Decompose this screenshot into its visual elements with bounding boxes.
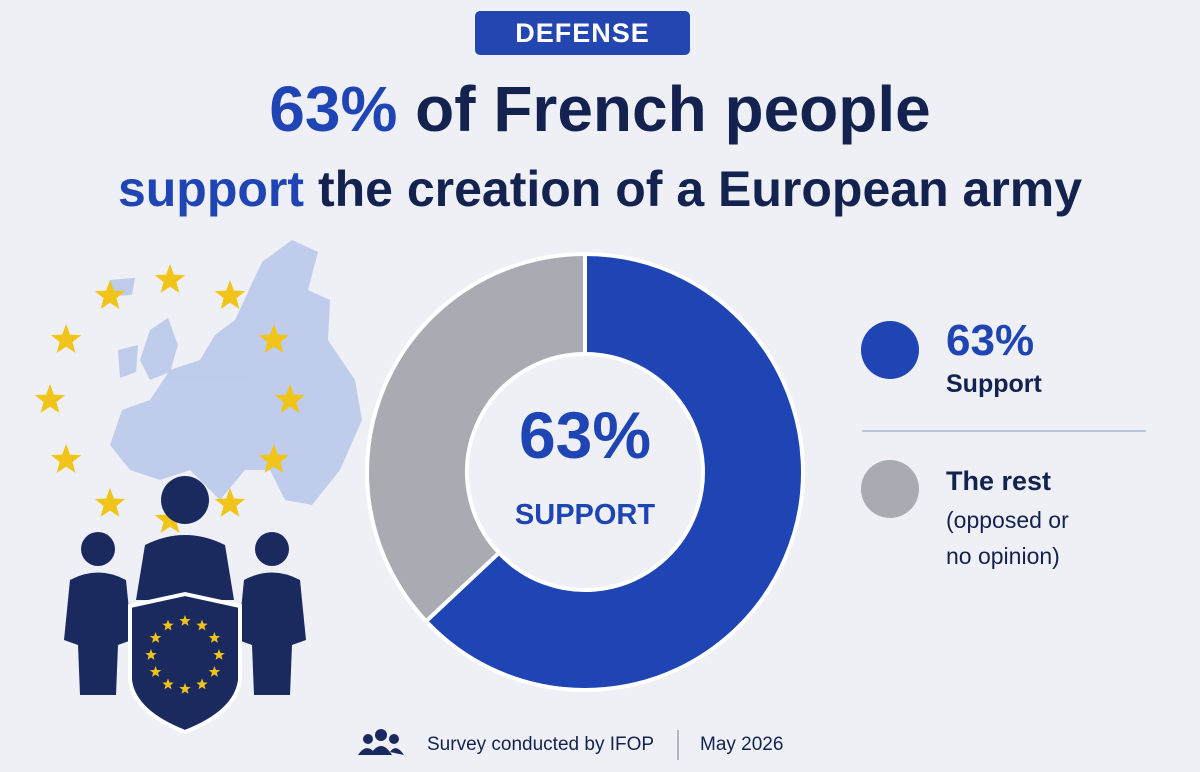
map-shape bbox=[118, 345, 138, 378]
star bbox=[34, 384, 66, 413]
star bbox=[162, 619, 174, 631]
donut-chart bbox=[365, 251, 805, 692]
star bbox=[50, 324, 82, 353]
star bbox=[154, 264, 186, 293]
star bbox=[196, 678, 208, 690]
legend-swatch bbox=[861, 321, 919, 379]
center-value: 63% bbox=[519, 398, 651, 472]
title-text: the creation of a European army bbox=[317, 161, 1083, 217]
soldier-helmet bbox=[161, 476, 209, 524]
icon-part bbox=[358, 746, 404, 755]
star bbox=[214, 487, 246, 517]
star bbox=[179, 615, 191, 626]
star bbox=[179, 683, 191, 694]
soldier-helmet bbox=[255, 532, 289, 566]
soldiers bbox=[64, 476, 306, 735]
map-shape bbox=[110, 240, 362, 505]
star bbox=[208, 666, 221, 677]
star bbox=[196, 619, 208, 631]
donut-slice bbox=[423, 251, 805, 692]
star bbox=[94, 280, 126, 309]
legend-swatch bbox=[861, 460, 919, 518]
star bbox=[94, 487, 126, 517]
soldier-body bbox=[238, 572, 306, 695]
icon-part bbox=[375, 729, 387, 741]
title-highlight: support bbox=[117, 161, 305, 217]
shield bbox=[128, 591, 242, 735]
star bbox=[145, 649, 157, 660]
people-icon bbox=[358, 729, 404, 755]
donut-slice bbox=[365, 251, 587, 625]
icon-part bbox=[363, 734, 373, 744]
soldier-body bbox=[136, 535, 234, 600]
europe-map bbox=[110, 240, 362, 505]
badge: DEFENSE bbox=[475, 11, 690, 55]
star bbox=[213, 649, 225, 660]
icon-part bbox=[389, 734, 399, 744]
title-text: of French people bbox=[415, 73, 931, 145]
footer-source: Survey conducted by IFOP bbox=[427, 734, 655, 755]
star bbox=[258, 324, 290, 353]
title-line: support the creation of a European army bbox=[0, 160, 1200, 218]
legend-label: Support bbox=[946, 370, 1042, 398]
star bbox=[162, 678, 174, 690]
title-highlight: 63% bbox=[269, 73, 398, 145]
shield-stars bbox=[145, 615, 225, 694]
soldier-body bbox=[64, 572, 132, 695]
footer-date: May 2026 bbox=[700, 734, 784, 755]
title-line: 63% of French people bbox=[0, 72, 1200, 146]
center-caption: SUPPORT bbox=[515, 499, 655, 531]
star bbox=[149, 666, 162, 677]
star bbox=[258, 444, 290, 473]
legend-value: 63% bbox=[946, 316, 1035, 365]
legend-label: The rest bbox=[946, 466, 1052, 496]
legend-note: (opposed or no opinion) bbox=[946, 507, 1069, 569]
soldier-helmet bbox=[81, 532, 115, 566]
star bbox=[50, 444, 82, 473]
star bbox=[149, 632, 162, 643]
star bbox=[214, 280, 246, 309]
legend bbox=[861, 321, 919, 518]
star bbox=[208, 632, 221, 643]
star bbox=[274, 384, 306, 413]
map-shape bbox=[140, 318, 178, 380]
